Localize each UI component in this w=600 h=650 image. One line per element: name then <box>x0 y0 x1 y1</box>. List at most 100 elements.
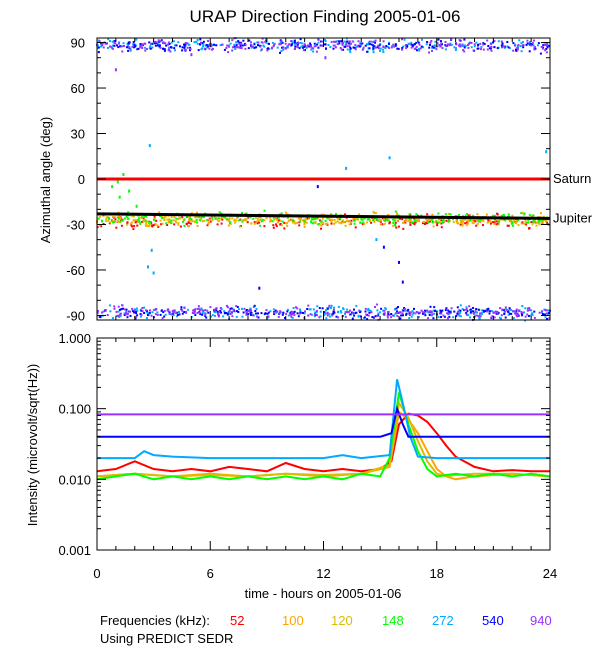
azimuth-point <box>468 305 471 308</box>
azimuth-point <box>365 221 368 224</box>
azimuth-point <box>301 219 304 222</box>
azimuth-point <box>411 313 414 316</box>
azimuth-point <box>516 315 519 318</box>
azimuth-point <box>220 216 223 219</box>
top-ytick-label: 60 <box>71 81 85 96</box>
azimuth-point <box>282 311 285 314</box>
azimuth-point <box>403 38 406 41</box>
azimuth-point <box>477 47 480 50</box>
azimuth-point <box>179 217 182 220</box>
azimuth-point <box>296 46 299 49</box>
azimuth-point <box>473 43 476 46</box>
azimuth-point <box>521 314 524 317</box>
azimuth-point <box>323 314 326 317</box>
azimuth-point <box>233 218 236 221</box>
azimuth-point <box>374 45 377 48</box>
azimuth-point <box>103 214 106 217</box>
azimuth-point <box>158 45 161 48</box>
azimuth-point <box>527 307 529 310</box>
azimuth-point <box>275 311 278 314</box>
azimuth-point <box>472 312 475 315</box>
azimuth-point <box>145 222 148 225</box>
azimuth-point <box>297 216 300 219</box>
azimuth-point <box>340 48 343 51</box>
azimuth-point <box>141 47 144 49</box>
azimuth-point <box>513 218 515 221</box>
azimuth-point <box>510 220 512 223</box>
azimuth-point <box>436 45 439 48</box>
azimuth-point <box>127 49 130 52</box>
azimuth-point <box>131 221 134 224</box>
azimuth-point <box>353 314 356 317</box>
azimuth-point <box>197 305 200 308</box>
azimuth-point <box>369 309 372 312</box>
azimuth-point <box>157 226 160 228</box>
azimuth-point <box>257 44 259 47</box>
azimuth-point <box>521 41 524 43</box>
azimuth-point <box>517 224 520 227</box>
azimuth-point <box>139 315 142 318</box>
azimuth-point <box>375 46 377 49</box>
azimuth-point <box>436 42 439 45</box>
azimuth-point <box>351 40 354 43</box>
azimuth-point <box>486 221 489 224</box>
azimuth-point <box>245 309 248 311</box>
azimuth-point <box>380 307 383 310</box>
azimuth-point <box>476 213 479 216</box>
azimuth-point <box>113 305 116 308</box>
azimuth-point <box>147 265 149 269</box>
azimuth-point <box>273 313 276 315</box>
azimuth-point <box>165 44 168 47</box>
azimuth-point <box>316 305 319 308</box>
azimuth-point <box>239 44 242 47</box>
azimuth-point <box>388 314 391 316</box>
azimuth-point <box>183 306 186 309</box>
azimuth-point <box>396 310 398 313</box>
azimuth-point <box>465 312 468 314</box>
azimuth-point <box>315 50 318 53</box>
azimuth-point <box>543 219 546 221</box>
azimuth-point <box>256 315 258 318</box>
azimuth-point <box>510 312 513 315</box>
azimuth-point <box>499 307 502 310</box>
azimuth-point <box>166 218 169 221</box>
azimuth-point <box>338 40 341 43</box>
azimuth-point <box>279 223 282 226</box>
azimuth-point <box>346 48 349 51</box>
azimuth-point <box>261 41 264 44</box>
azimuth-point <box>545 51 548 54</box>
azimuth-point <box>548 45 551 48</box>
azimuth-point <box>279 41 282 44</box>
azimuth-point <box>470 46 473 49</box>
azimuth-point <box>397 306 399 308</box>
azimuth-point <box>360 218 363 221</box>
azimuth-point <box>167 308 170 311</box>
azimuth-point <box>241 315 244 318</box>
azimuth-point <box>150 314 153 317</box>
azimuth-point <box>175 312 178 315</box>
azimuth-point <box>364 310 367 313</box>
azimuth-point <box>252 306 255 308</box>
azimuth-point <box>467 314 470 317</box>
azimuth-point <box>337 305 340 308</box>
azimuth-point <box>389 221 391 224</box>
azimuth-point <box>286 310 289 313</box>
azimuth-point <box>189 46 192 49</box>
azimuth-point <box>152 308 155 311</box>
azimuth-point <box>526 42 529 45</box>
azimuth-point <box>490 43 493 46</box>
azimuth-point <box>303 221 306 224</box>
azimuth-point <box>471 219 474 222</box>
azimuth-point <box>235 305 238 307</box>
azimuth-point <box>350 219 353 222</box>
azimuth-point <box>368 43 371 45</box>
azimuth-point <box>548 317 551 320</box>
azimuth-point <box>273 311 276 314</box>
azimuth-point <box>383 312 386 315</box>
azimuth-point <box>140 313 143 316</box>
azimuth-point <box>402 222 405 224</box>
azimuth-point <box>532 39 535 42</box>
azimuth-point <box>199 219 202 222</box>
azimuth-point <box>542 46 545 49</box>
azimuth-point <box>148 221 151 224</box>
